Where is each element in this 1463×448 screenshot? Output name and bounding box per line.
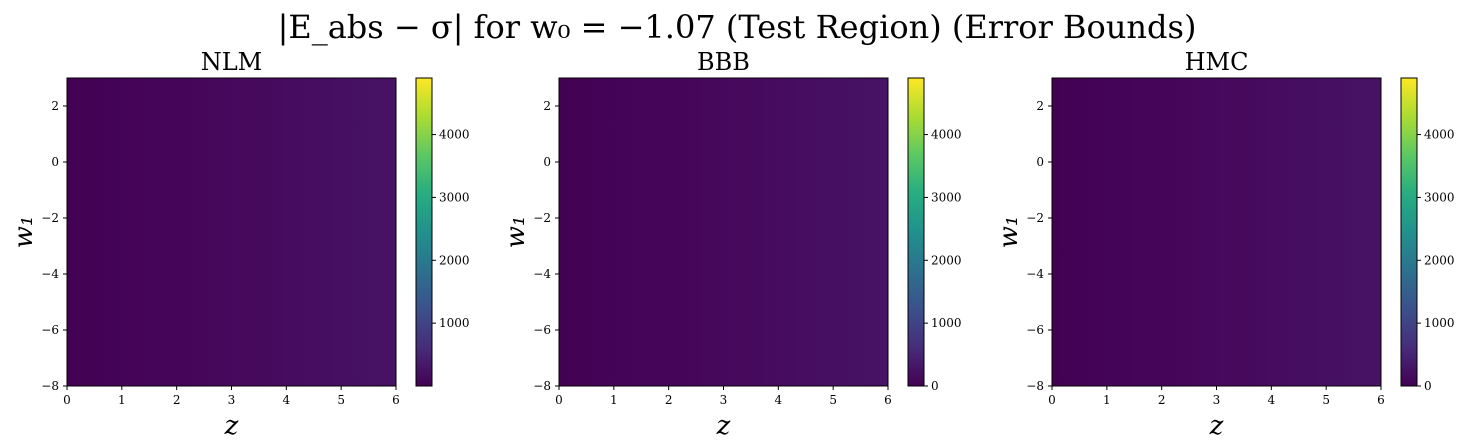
x-tick-label: 2 <box>173 393 181 407</box>
panels: 0 1 2 3 4 5 6−8−6−4−202NLMzw₁10002000300040000… <box>9 48 1455 441</box>
panel-title: BBB <box>697 48 750 76</box>
x-tick-label: 6 <box>1377 393 1385 407</box>
figure-suptitle: |E_abs − σ| for w₀ = −1.07 (Test Region)… <box>278 8 1197 46</box>
y-tick-label: −6 <box>41 323 59 337</box>
panel-bbb: 0 1 2 3 4 5 6 −8 −6 −4 −2 0 2 BBB z w₁ 0 1000 2000 3000 4000 <box>501 48 962 441</box>
y-tick-label: −4 <box>1026 267 1044 281</box>
y-axis-label: w₁ <box>994 216 1024 249</box>
y-axis-label: w₁ <box>501 216 531 249</box>
x-tick-label: 2 <box>1158 393 1166 407</box>
panel-hmc: 0 1 2 3 4 5 6 −8 −6 −4 −2 0 2 HMC z w₁ 0 1000 2000 3000 4000 <box>994 48 1455 441</box>
y-tick-label: −4 <box>41 267 59 281</box>
colorbar-tick-label: 3000 <box>439 190 470 204</box>
panel-title: HMC <box>1185 48 1249 76</box>
x-tick-label: 1 <box>1103 393 1111 407</box>
colorbar-tick-label: 4000 <box>439 128 470 142</box>
y-tick-label: −6 <box>1026 323 1044 337</box>
x-axis-label: z <box>224 411 239 441</box>
colorbar-tick-label: 3000 <box>931 190 962 204</box>
colorbar-tick-label: 2000 <box>1424 253 1455 267</box>
heatmap-field <box>67 78 396 386</box>
x-axis-label: z <box>716 411 731 441</box>
x-tick-label: 4 <box>283 393 291 407</box>
heatmap-hot-region <box>204 78 396 120</box>
x-tick-label: 4 <box>775 393 783 407</box>
y-tick-label: −2 <box>41 211 59 225</box>
colorbar-tick-label: 2000 <box>439 253 470 267</box>
y-tick-label: −8 <box>1026 379 1044 393</box>
heatmap-hot-region <box>1189 78 1381 120</box>
x-tick-label: 1 <box>118 393 126 407</box>
colorbar <box>1400 77 1418 387</box>
colorbar-tick-label: 1000 <box>931 316 962 330</box>
y-tick-label: 0 <box>543 155 551 169</box>
x-tick-label: 0 <box>63 393 71 407</box>
colorbar-tick-label: 1000 <box>439 316 470 330</box>
x-tick-label: 6 <box>392 393 400 407</box>
panel-title: NLM <box>201 48 263 76</box>
heatmap-field <box>1052 78 1381 386</box>
x-tick-label: 5 <box>829 393 837 407</box>
panel-nlm: 0 1 2 3 4 5 6 −8 −6 −4 −2 0 2 NLM z w₁ 1000 2000 3000 4000 <box>9 48 470 441</box>
y-tick-label: −4 <box>533 267 551 281</box>
colorbar-tick-label: 0 <box>931 379 939 393</box>
y-tick-label: −6 <box>533 323 551 337</box>
y-tick-label: 0 <box>51 155 59 169</box>
x-tick-label: 5 <box>1322 393 1330 407</box>
x-tick-label: 3 <box>720 393 728 407</box>
x-tick-label: 6 <box>884 393 892 407</box>
y-tick-label: −2 <box>533 211 551 225</box>
x-tick-label: 0 <box>555 393 563 407</box>
x-tick-label: 4 <box>1268 393 1276 407</box>
heatmap-hot-region <box>696 78 888 120</box>
colorbar <box>907 77 925 387</box>
x-tick-label: 3 <box>228 393 236 407</box>
x-tick-label: 0 <box>1048 393 1056 407</box>
colorbar-tick-label: 2000 <box>931 253 962 267</box>
y-tick-label: −2 <box>1026 211 1044 225</box>
x-tick-label: 2 <box>665 393 673 407</box>
x-tick-label: 1 <box>610 393 618 407</box>
x-axis-label: z <box>1209 411 1224 441</box>
y-axis-label: w₁ <box>9 216 39 249</box>
y-tick-label: 0 <box>1036 155 1044 169</box>
x-tick-label: 5 <box>337 393 345 407</box>
heatmap-field <box>559 78 888 386</box>
y-tick-label: −8 <box>533 379 551 393</box>
y-tick-label: −8 <box>41 379 59 393</box>
y-tick-label: 2 <box>1036 99 1044 113</box>
colorbar <box>415 77 433 387</box>
colorbar-tick-label: 4000 <box>931 128 962 142</box>
y-tick-label: 2 <box>543 99 551 113</box>
y-tick-label: 2 <box>51 99 59 113</box>
x-tick-label: 3 <box>1213 393 1221 407</box>
colorbar-tick-label: 3000 <box>1424 190 1455 204</box>
colorbar-tick-label: 4000 <box>1424 128 1455 142</box>
colorbar-tick-label: 1000 <box>1424 316 1455 330</box>
colorbar-tick-label: 0 <box>1424 379 1432 393</box>
